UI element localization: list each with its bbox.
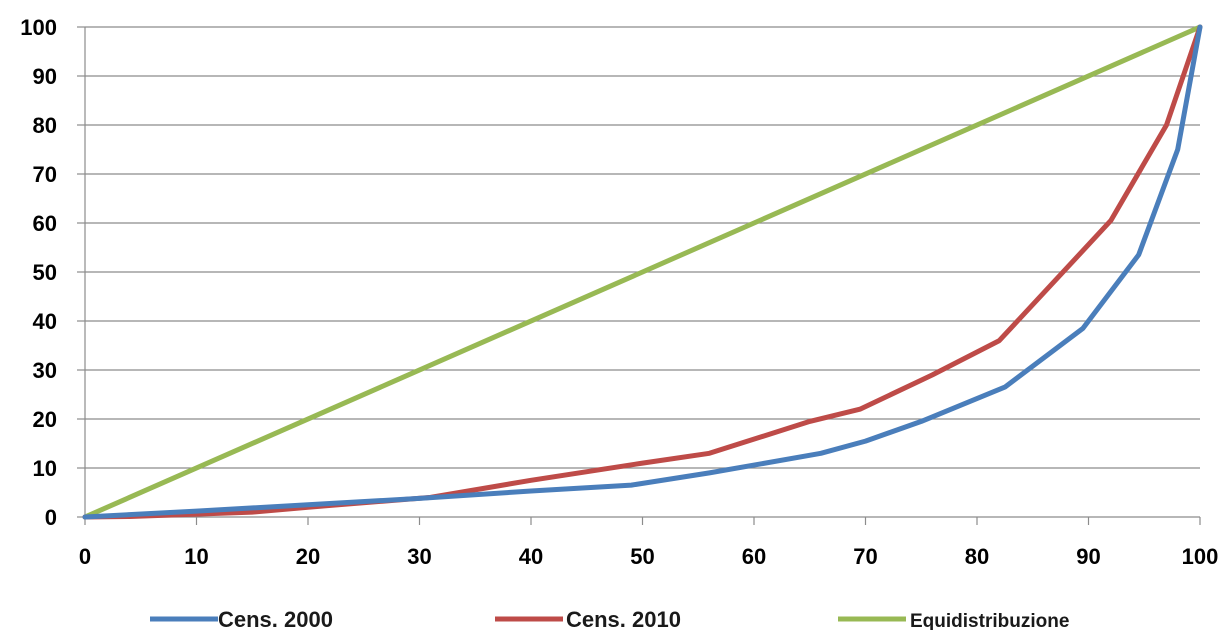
y-tick-label-70: 70 (33, 162, 57, 187)
y-tick-label-10: 10 (33, 456, 57, 481)
y-tick-label-20: 20 (33, 407, 57, 432)
x-tick-label-80: 80 (965, 544, 989, 569)
axes (77, 26, 1201, 525)
y-tick-label-50: 50 (33, 260, 57, 285)
x-tick-label-20: 20 (296, 544, 320, 569)
y-tick-label-80: 80 (33, 113, 57, 138)
x-tick-label-90: 90 (1076, 544, 1100, 569)
legend-label-cens-2000: Cens. 2000 (218, 607, 333, 630)
series-line-equidistribuzione (82, 24, 1203, 520)
y-tick-label-0: 0 (45, 505, 57, 530)
x-tick-label-30: 30 (407, 544, 431, 569)
x-tick-label-50: 50 (630, 544, 654, 569)
x-axis-ticks: 0 10 20 30 40 50 60 70 80 90 100 (79, 544, 1218, 569)
x-tick-label-10: 10 (184, 544, 208, 569)
series-lines (82, 24, 1203, 520)
gridlines (85, 26, 1200, 469)
x-tick-label-70: 70 (853, 544, 877, 569)
y-tick-label-30: 30 (33, 358, 57, 383)
x-tick-label-0: 0 (79, 544, 91, 569)
y-axis-ticks: 0 10 20 30 40 50 60 70 80 90 100 (20, 15, 57, 530)
series-line-cens-2000 (82, 24, 1203, 520)
x-tick-label-100: 100 (1182, 544, 1219, 569)
x-tick-label-60: 60 (742, 544, 766, 569)
series-line-cens-2010 (82, 24, 1203, 520)
y-tick-label-60: 60 (33, 211, 57, 236)
y-tick-label-40: 40 (33, 309, 57, 334)
legend-label-cens-2010: Cens. 2010 (566, 607, 681, 630)
y-tick-label-100: 100 (20, 15, 57, 40)
y-tick-label-90: 90 (33, 64, 57, 89)
legend-label-equidistribuzione: Equidistribuzione (910, 611, 1069, 630)
legend: Cens. 2000 Cens. 2010 Equidistribuzione (150, 607, 1069, 630)
x-tick-label-40: 40 (519, 544, 543, 569)
